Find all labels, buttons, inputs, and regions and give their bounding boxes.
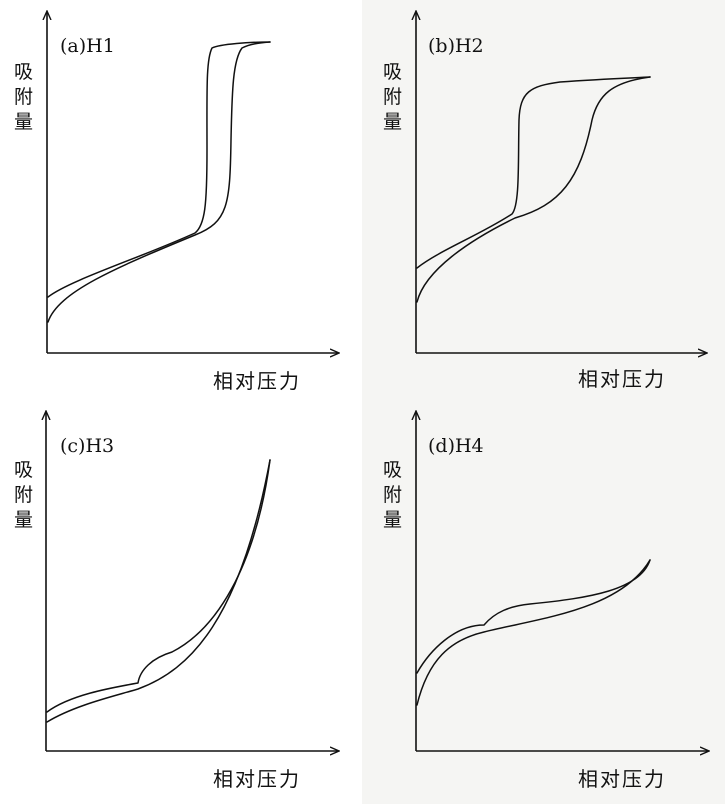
panel-d-y-label-char-3: 量 [383, 509, 402, 531]
panel-d-y-label-char-1: 吸 [383, 459, 402, 481]
panel-a-label: (a)H1 [60, 35, 115, 57]
panel-b-background [362, 0, 725, 402]
panel-a-y-label-char-2: 附 [14, 86, 33, 108]
panel-d: (d)H4 吸 附 量 相对压力 [383, 412, 708, 791]
panel-c: (c)H3 吸 附 量 相对压力 [14, 412, 338, 791]
panel-b-x-label: 相对压力 [578, 367, 666, 391]
panel-a-adsorption-branch [47, 41, 271, 323]
panel-c-y-label: 吸 附 量 [14, 459, 39, 531]
panel-a-y-label: 吸 附 量 [14, 61, 39, 133]
panel-c-x-label: 相对压力 [213, 767, 301, 791]
panel-a-x-label: 相对压力 [213, 369, 301, 393]
panel-a-y-label-char-1: 吸 [14, 61, 33, 83]
panel-d-y-label-char-2: 附 [383, 484, 402, 506]
panel-b: (b)H2 吸 附 量 相对压力 [383, 12, 706, 391]
panel-b-label: (b)H2 [428, 35, 484, 57]
panel-b-adsorption-branch [416, 76, 651, 303]
panel-b-y-label: 吸 附 量 [383, 61, 408, 133]
panel-c-y-label-char-1: 吸 [14, 459, 33, 481]
panel-c-y-label-char-2: 附 [14, 484, 33, 506]
panel-d-label: (d)H4 [428, 435, 484, 457]
panel-b-desorption-branch [416, 76, 651, 269]
panel-b-y-label-char-2: 附 [383, 86, 402, 108]
panel-d-desorption-branch [416, 559, 651, 674]
panel-d-adsorption-branch [416, 559, 651, 706]
panel-d-x-label: 相对压力 [578, 767, 666, 791]
panel-a-y-label-char-3: 量 [14, 111, 33, 133]
panel-c-y-label-char-3: 量 [14, 509, 33, 531]
panel-b-y-label-char-1: 吸 [383, 61, 402, 83]
panel-c-desorption-branch [46, 459, 271, 713]
panel-d-y-label: 吸 附 量 [383, 459, 408, 531]
panel-a-desorption-branch [47, 41, 271, 298]
panel-b-y-label-char-3: 量 [383, 111, 402, 133]
panel-c-adsorption-branch [46, 459, 271, 723]
panel-c-label: (c)H3 [60, 435, 114, 457]
panel-a: (a)H1 吸 附 量 相对压力 [14, 12, 338, 393]
